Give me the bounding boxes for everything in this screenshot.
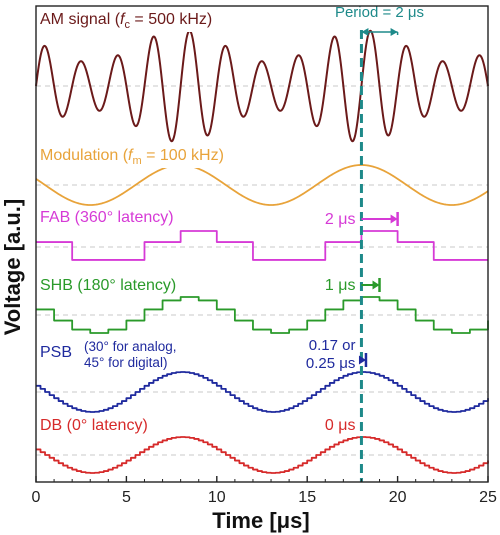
- label-part: = 500 kHz): [130, 11, 212, 28]
- latency-label-psb: 0.25 μs: [306, 355, 356, 372]
- plot-frame: [35, 5, 489, 483]
- label-subscript: c: [124, 19, 130, 31]
- series-line-am: [35, 29, 489, 143]
- label-part: = 100 kHz): [142, 147, 224, 164]
- label-backing: [82, 338, 179, 355]
- label-backing: [38, 343, 75, 362]
- x-tick-label: 20: [389, 489, 407, 506]
- latency-label-psb: 0.17 or: [309, 337, 356, 354]
- annotation-group: Period = 2 μs 2 μs 1 μs 0.17 or0.25 μs 0 μs: [306, 4, 424, 434]
- label-part: PSB: [40, 344, 72, 361]
- label-part: FAB (360° latency): [40, 209, 174, 226]
- label-backing: [38, 416, 150, 435]
- period-arrowhead: [390, 28, 398, 36]
- series-label-mod: Modulation (fm = 100 kHz): [40, 147, 224, 167]
- latency-label-shb: 1 μs: [325, 277, 356, 294]
- series-label-psb: PSB: [40, 344, 72, 361]
- series-line-psb: [36, 371, 489, 413]
- label-subscript: m: [133, 155, 142, 167]
- series-note-psb: (30° for analog,: [84, 339, 176, 354]
- x-tick-label: 5: [122, 489, 131, 506]
- x-tick-label: 15: [298, 489, 316, 506]
- label-backing: [82, 354, 170, 371]
- label-backing: [38, 10, 215, 32]
- baseline-group: [36, 85, 488, 456]
- label-part: DB (0° latency): [40, 417, 148, 434]
- series-line-fab: [36, 230, 488, 261]
- x-tick-label: 0: [32, 489, 41, 506]
- latency-arrowhead-shb: [372, 280, 380, 290]
- series-label-fab: FAB (360° latency): [40, 209, 174, 226]
- label-part: SHB (180° latency): [40, 277, 176, 294]
- series-note-psb: 45° for digital): [84, 355, 167, 370]
- label-backing: [38, 276, 179, 295]
- x-tick-label: 10: [208, 489, 226, 506]
- label-symbol: f: [120, 11, 126, 28]
- x-tick-label: 25: [479, 489, 497, 506]
- y-axis-label: Voltage [a.u.]: [0, 199, 25, 336]
- label-symbol: f: [128, 147, 134, 164]
- latency-label-fab: 2 μs: [325, 211, 356, 228]
- x-axis-label: Time [μs]: [212, 508, 309, 533]
- latency-arrowhead-fab: [390, 214, 398, 224]
- series-label-group: AM signal (fc = 500 kHz)Modulation (fm =…: [38, 10, 226, 435]
- series-label-am: AM signal (fc = 500 kHz): [40, 11, 212, 31]
- label-backing: [38, 146, 226, 168]
- series-group: [35, 29, 489, 474]
- series-line-mod: [35, 164, 489, 206]
- series-label-shb: SHB (180° latency): [40, 277, 176, 294]
- series-line-shb: [36, 296, 489, 334]
- series-line-db: [36, 436, 489, 474]
- latency-arrowhead-psb: [358, 355, 366, 365]
- axes-group: 0 5 10 15 20 25: [32, 5, 497, 506]
- latency-label-db: 0 μs: [325, 417, 356, 434]
- period-arrowhead: [361, 28, 369, 36]
- series-label-db: DB (0° latency): [40, 417, 148, 434]
- label-backing: [38, 208, 176, 227]
- period-annotation: Period = 2 μs: [335, 4, 424, 21]
- label-part: AM signal (: [40, 11, 121, 28]
- label-part: Modulation (: [40, 147, 129, 164]
